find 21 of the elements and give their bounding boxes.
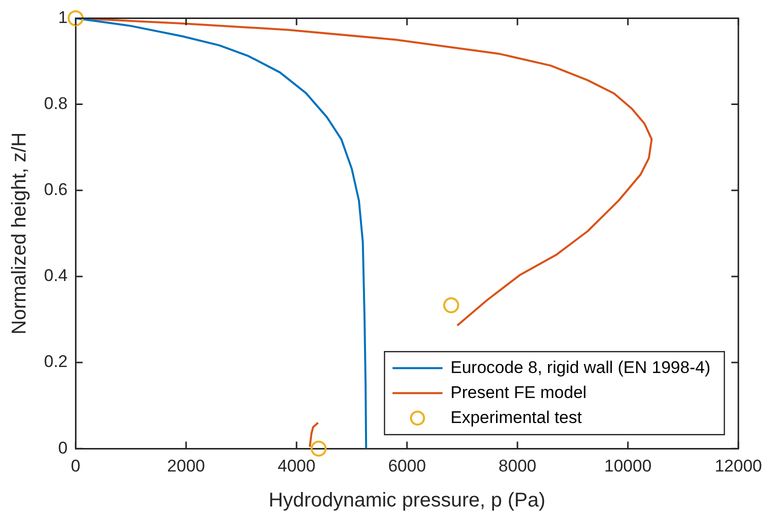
y-tick-label: 1 [58, 8, 68, 27]
y-tick-label: 0.4 [44, 266, 68, 286]
y-tick-label: 0.8 [44, 94, 68, 113]
x-tick-label: 2000 [167, 456, 205, 476]
legend-label: Experimental test [450, 408, 582, 427]
x-tick-label: 0 [70, 456, 80, 476]
x-tick-label: 4000 [278, 456, 316, 476]
x-tick-label: 8000 [498, 456, 536, 476]
x-axis-title: Hydrodynamic pressure, p (Pa) [268, 490, 546, 512]
y-tick-label: 0 [58, 438, 68, 458]
legend-label: Present FE model [450, 382, 587, 402]
y-tick-label: 0.6 [44, 180, 68, 200]
y-tick-label: 0.2 [44, 352, 68, 372]
legend-label: Eurocode 8, rigid wall (EN 1998-4) [450, 358, 710, 377]
x-tick-label: 12000 [714, 456, 762, 476]
point [310, 440, 327, 457]
point [443, 297, 460, 314]
x-tick-label: 6000 [388, 456, 426, 476]
point [68, 10, 84, 26]
x-tick-label: 10000 [604, 456, 652, 476]
y-axis-title: Normalized height, z/H [8, 132, 31, 335]
